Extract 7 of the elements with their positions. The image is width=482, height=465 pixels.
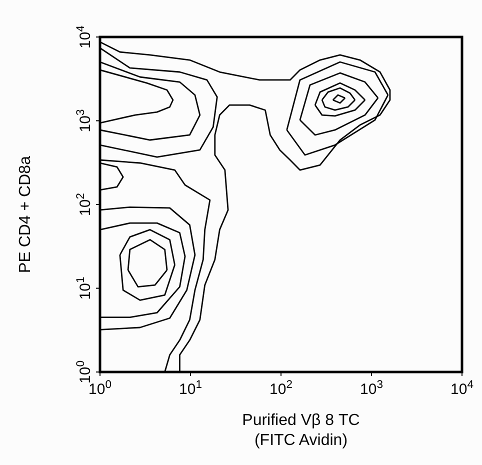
y-axis-title: PE CD4 + CD8a [17,156,34,273]
x-tick-label: 10$^{4}$ [450,379,474,398]
x-tick-label: 10$^{1}$ [179,379,202,398]
x-axis-title: Purified Vβ 8 TC (FITC Avidin) [242,412,360,449]
x-tick-label: 10$^{2}$ [270,379,292,398]
x-tick-label: 10$^{3}$ [360,379,383,398]
x-tick-label: 10$^{0}$ [88,379,112,398]
